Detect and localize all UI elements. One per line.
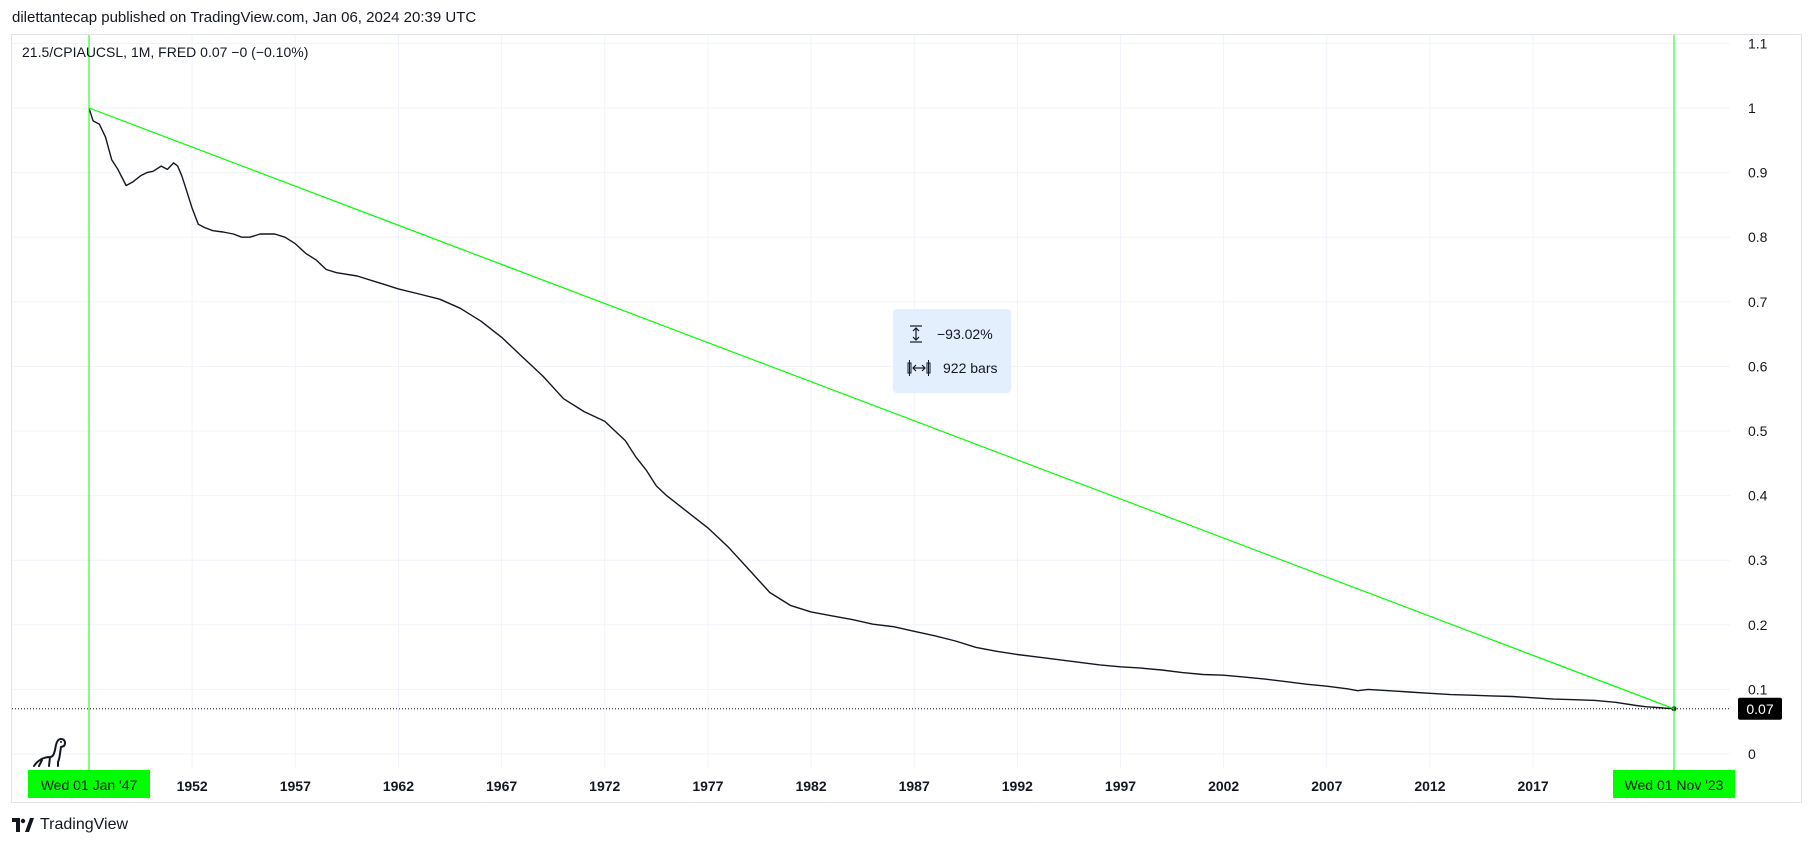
vertical-arrows-icon <box>910 325 922 343</box>
y-tick-label: 0.8 <box>1748 229 1768 245</box>
y-tick-label: 1 <box>1748 100 1756 116</box>
measure-tooltip: −93.02% 922 bars <box>893 309 1011 393</box>
y-tick-label: 0.2 <box>1748 617 1768 633</box>
x-tick-label: 1952 <box>177 778 208 794</box>
horizontal-arrows-icon <box>907 360 931 376</box>
x-tick-label: 2017 <box>1518 778 1549 794</box>
x-tick-label: 1967 <box>486 778 517 794</box>
y-tick-label: 0.3 <box>1748 552 1768 568</box>
footer-brand-label: TradingView <box>40 816 129 833</box>
publisher-header: dilettantecap published on TradingView.c… <box>12 9 477 26</box>
measure-bars: 922 bars <box>943 360 998 376</box>
y-tick-label: 0.1 <box>1748 681 1768 697</box>
x-tick-label: 2002 <box>1208 778 1239 794</box>
y-tick-label: 1.1 <box>1748 35 1768 51</box>
trend-line[interactable] <box>88 107 1675 710</box>
end-date-badge-label: Wed 01 Nov '23 <box>1625 777 1724 793</box>
last-value-badge <box>1738 697 1782 720</box>
footer-brand[interactable]: TradingView <box>12 816 128 834</box>
x-tick-label: 1962 <box>383 778 414 794</box>
dinosaur-icon <box>33 738 66 767</box>
x-tick-label: 1987 <box>899 778 930 794</box>
x-tick-label: 2012 <box>1414 778 1445 794</box>
x-tick-label: 1977 <box>692 778 723 794</box>
last-value-label: 0.07 <box>1746 701 1773 717</box>
y-tick-label: 0.4 <box>1748 488 1768 504</box>
x-tick-label: 1992 <box>1002 778 1033 794</box>
start-date-badge-label: Wed 01 Jan '47 <box>41 777 138 793</box>
series-line[interactable] <box>88 107 1675 710</box>
x-tick-label: 1982 <box>795 778 826 794</box>
x-tick-label: 1997 <box>1105 778 1136 794</box>
y-tick-label: 0.6 <box>1748 358 1768 374</box>
y-tick-label: 0.7 <box>1748 294 1768 310</box>
y-tick-label: 0.5 <box>1748 423 1768 439</box>
y-tick-label: 0.9 <box>1748 165 1768 181</box>
tradingview-logo-icon <box>12 818 34 832</box>
chart-frame <box>11 34 1802 803</box>
x-tick-label: 1972 <box>589 778 620 794</box>
measure-price-change: −93.02% <box>937 326 993 342</box>
x-tick-label: 1957 <box>280 778 311 794</box>
series-legend[interactable]: 21.5/CPIAUCSL, 1M, FRED 0.07 −0 (−0.10%) <box>22 44 309 60</box>
y-tick-label: 0 <box>1748 746 1756 762</box>
x-tick-label: 2007 <box>1311 778 1342 794</box>
